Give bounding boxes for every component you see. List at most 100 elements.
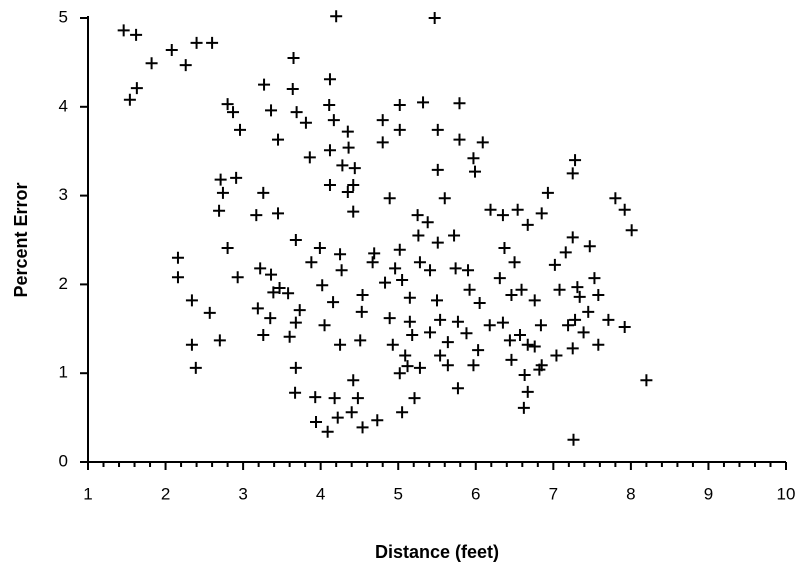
point <box>213 334 226 347</box>
point <box>327 296 340 309</box>
point <box>505 289 518 302</box>
point <box>179 59 192 72</box>
point <box>511 203 524 216</box>
point <box>566 231 579 244</box>
point <box>467 152 480 165</box>
point <box>513 329 526 342</box>
point <box>351 392 364 405</box>
point <box>431 294 443 307</box>
point <box>299 116 312 129</box>
point <box>366 256 379 269</box>
point <box>289 234 302 246</box>
point <box>190 36 203 49</box>
point <box>412 229 425 242</box>
y-tick-label: 3 <box>59 185 68 204</box>
point <box>334 248 347 261</box>
y-tick-label: 4 <box>59 96 68 115</box>
point <box>171 271 184 284</box>
point <box>428 12 441 24</box>
point <box>342 141 355 154</box>
point <box>548 258 561 271</box>
point <box>371 414 384 427</box>
point <box>185 294 198 307</box>
point <box>588 272 601 285</box>
point <box>347 205 360 218</box>
point <box>393 123 406 136</box>
point <box>264 312 277 325</box>
point <box>267 286 280 299</box>
point <box>609 192 622 205</box>
point <box>472 344 485 357</box>
point <box>251 302 264 315</box>
point <box>508 256 521 269</box>
point <box>389 262 402 275</box>
point <box>272 133 285 146</box>
point <box>354 334 367 347</box>
point <box>496 316 509 329</box>
point <box>393 99 406 112</box>
point <box>503 334 516 347</box>
point <box>334 338 347 351</box>
point <box>424 326 437 339</box>
point <box>283 330 296 343</box>
point <box>535 207 548 220</box>
point <box>451 382 464 395</box>
x-tick-label: 1 <box>83 484 92 503</box>
point <box>347 374 360 387</box>
point <box>257 329 270 342</box>
point <box>521 218 534 231</box>
point <box>356 421 369 434</box>
point <box>323 178 336 191</box>
point <box>515 283 528 296</box>
point <box>476 136 489 149</box>
point <box>213 204 226 217</box>
point <box>356 289 369 302</box>
point <box>534 319 547 332</box>
point <box>165 43 178 56</box>
point <box>318 319 331 332</box>
point <box>408 392 421 405</box>
point <box>347 178 360 191</box>
point <box>484 203 497 216</box>
x-tick-label: 9 <box>704 484 713 503</box>
point <box>483 319 496 332</box>
point <box>496 209 509 222</box>
point <box>293 304 306 317</box>
point <box>309 391 322 404</box>
y-tick-label: 0 <box>59 451 68 470</box>
point <box>406 329 419 342</box>
x-tick-label: 3 <box>238 484 247 503</box>
point <box>355 305 368 318</box>
point <box>123 93 136 106</box>
x-tick-label: 5 <box>393 484 402 503</box>
point <box>602 313 615 326</box>
point <box>305 256 318 269</box>
point <box>431 123 444 136</box>
point <box>559 246 572 259</box>
point <box>216 186 229 199</box>
point <box>130 28 143 41</box>
point <box>273 281 286 294</box>
x-tick-label: 4 <box>316 484 325 503</box>
point <box>206 36 219 49</box>
point <box>290 106 303 119</box>
point <box>321 425 334 438</box>
point <box>323 144 336 157</box>
point <box>583 240 596 253</box>
point <box>431 163 444 176</box>
point <box>421 216 434 229</box>
point <box>493 272 506 285</box>
point <box>396 406 409 419</box>
point <box>582 305 595 318</box>
point <box>335 264 348 277</box>
point <box>310 416 323 429</box>
point <box>272 207 285 220</box>
point <box>287 51 300 64</box>
point <box>117 24 130 37</box>
point <box>460 327 473 340</box>
point <box>376 114 389 127</box>
point <box>265 268 278 281</box>
x-tick-label: 10 <box>777 484 796 503</box>
point <box>399 349 412 362</box>
